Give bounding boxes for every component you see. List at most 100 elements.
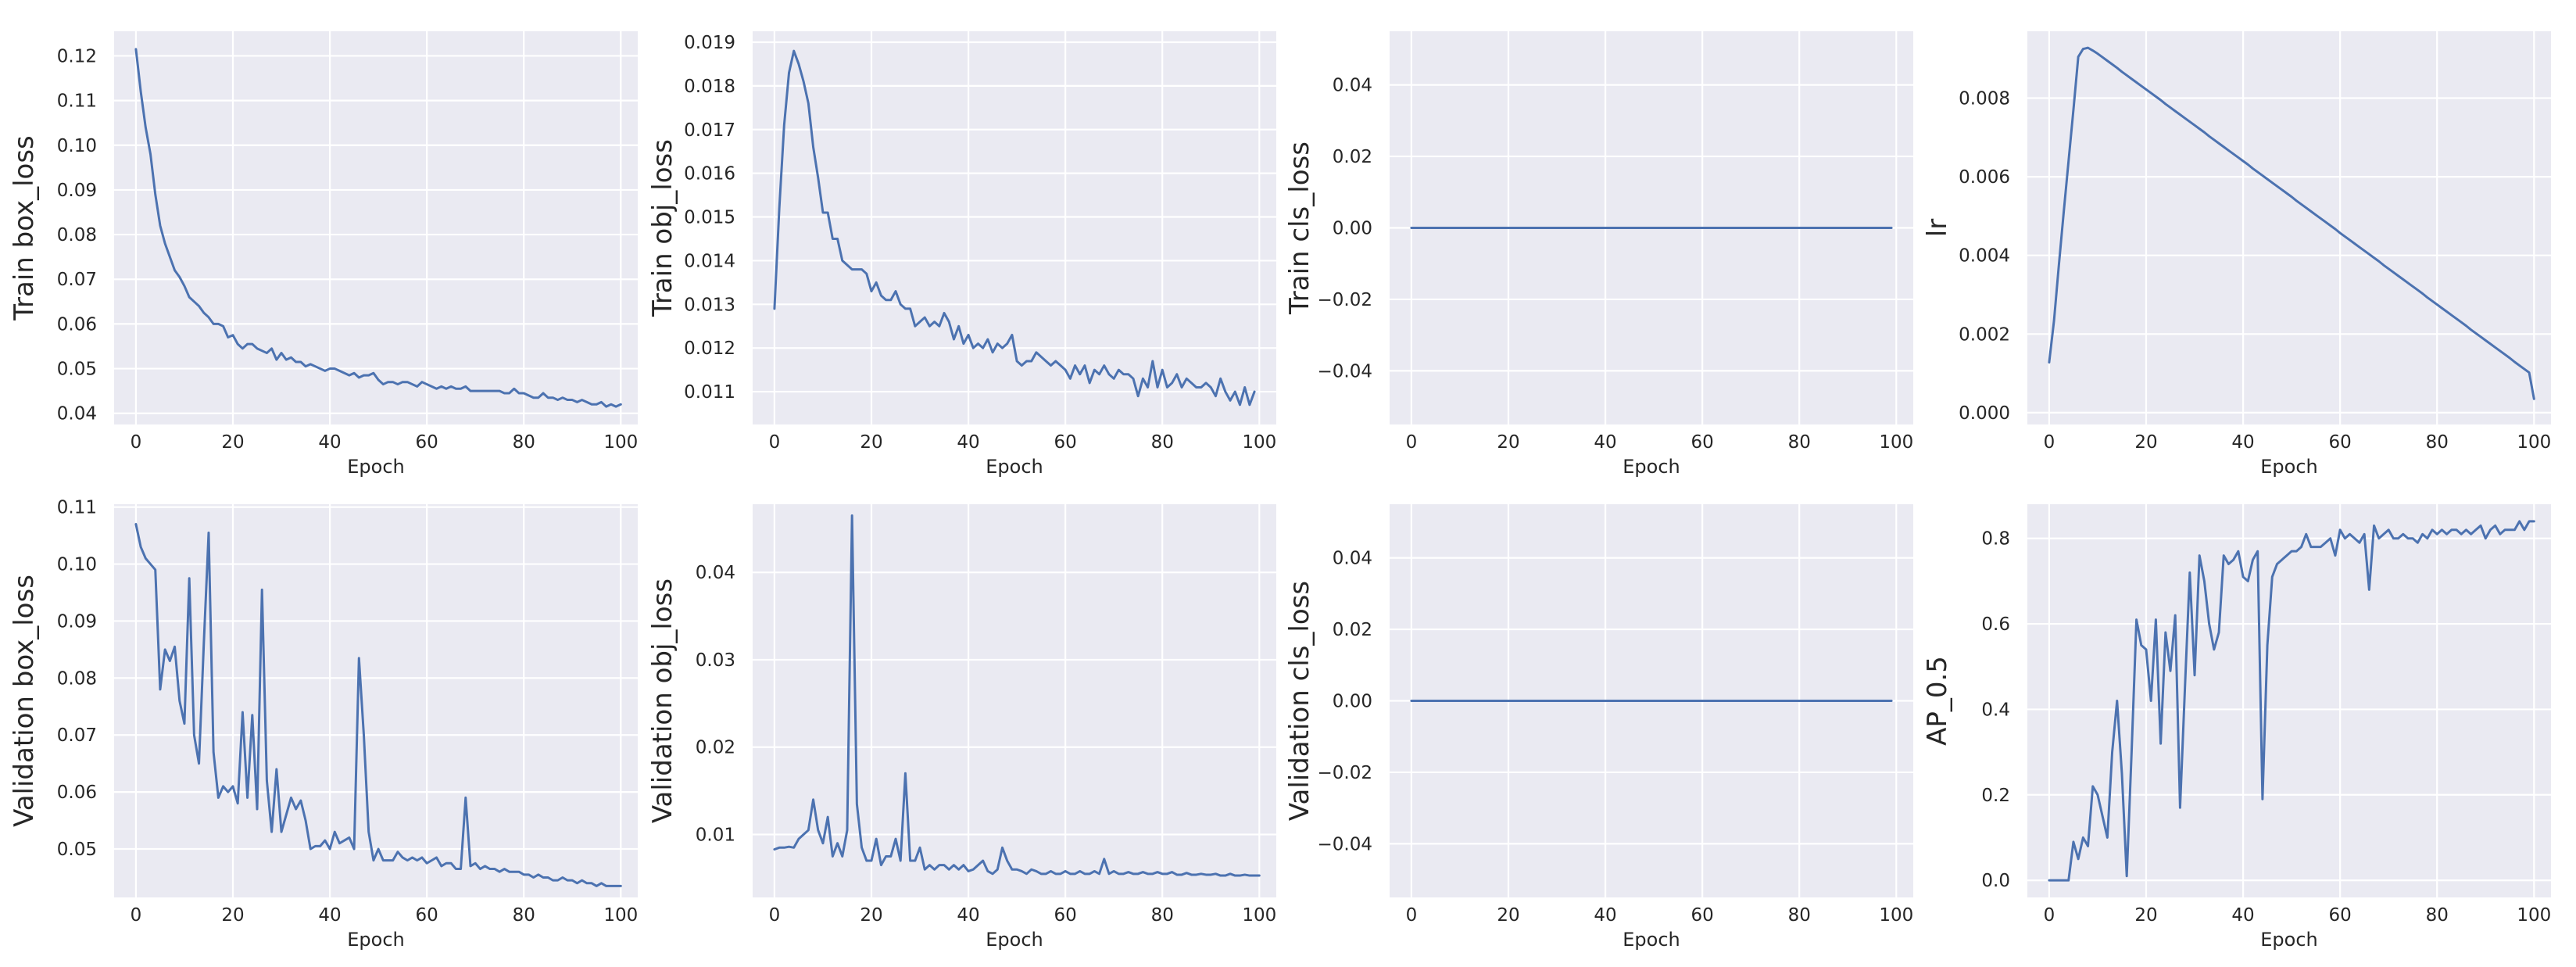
lr-chart-series-line: [2048, 46, 2535, 400]
lr-chart: 0 20 40 60 80 100 0.000 0.002 0.004 0.006 0.008 Epo…: [1922, 31, 2551, 478]
x-tick-label: 100: [1242, 432, 1276, 453]
y-tick-label: 0.01: [696, 826, 735, 846]
y-tick-label: 0.00: [1333, 692, 1372, 712]
train-box-loss-chart-series-line: [134, 48, 622, 408]
lr-chart-plot-area: [2027, 31, 2551, 424]
y-axis-label: Train obj_loss: [647, 139, 678, 317]
x-tick-label: 20: [221, 905, 244, 926]
x-tick-label: 40: [318, 432, 341, 453]
x-tick-label: 60: [1054, 905, 1076, 926]
x-tick-label: 0: [131, 432, 142, 453]
train-cls-loss-chart: 0 20 40 60 80 100 −0.04 −0.02 0.00 0.02 0.04 Epoch T…: [1284, 31, 1913, 478]
y-tick-label: 0.09: [57, 181, 97, 201]
y-tick-label: 0.06: [57, 783, 97, 803]
y-tick-label: 0.05: [57, 360, 97, 380]
train-obj-loss-chart-series-line: [773, 49, 1256, 406]
y-tick-label: 0.8: [1981, 529, 2010, 550]
ap-0-5-chart-plot-area: [2027, 504, 2551, 897]
x-tick-label: 80: [1788, 905, 1811, 926]
validation-box-loss-chart: 0 20 40 60 80 100 0.05 0.06 0.07 0.08 0.09 0.10 0.11…: [9, 498, 638, 951]
y-tick-label: −0.04: [1318, 361, 1372, 381]
y-tick-label: 0.4: [1981, 700, 2010, 720]
x-axis-label: Epoch: [986, 929, 1043, 951]
y-tick-label: 0.10: [57, 136, 97, 156]
y-axis-label: Train cls_loss: [1284, 141, 1315, 315]
x-tick-label: 100: [2517, 905, 2551, 926]
x-tick-label: 0: [769, 905, 781, 926]
y-axis-label: Train box_loss: [9, 135, 40, 321]
train-obj-loss-chart-plot-area: [753, 31, 1276, 424]
x-axis-label: Epoch: [1623, 456, 1680, 478]
y-tick-label: 0.02: [696, 738, 735, 758]
y-tick-label: 0.02: [1333, 147, 1372, 167]
y-tick-label: 0.02: [1333, 620, 1372, 640]
x-axis-label: Epoch: [347, 929, 405, 951]
y-tick-label: 0.000: [1959, 403, 2010, 424]
y-axis-label: Validation box_loss: [9, 575, 40, 827]
x-tick-label: 20: [860, 432, 882, 453]
x-tick-label: 0: [1406, 432, 1418, 453]
x-tick-label: 80: [513, 905, 535, 926]
y-tick-label: 0.09: [57, 611, 97, 632]
x-tick-label: 80: [1151, 905, 1174, 926]
train-box-loss-chart: 0 20 40 60 80 100 0.04 0.05 0.06 0.07 0.08 0.09 0.10…: [9, 31, 638, 478]
y-tick-label: 0.05: [57, 840, 97, 860]
x-axis-label: Epoch: [986, 456, 1043, 478]
x-tick-label: 20: [1497, 432, 1519, 453]
x-tick-label: 0: [1406, 905, 1418, 926]
y-tick-label: 0.004: [1959, 246, 2010, 267]
y-tick-label: 0.08: [57, 225, 97, 245]
x-tick-label: 60: [415, 432, 438, 453]
x-tick-label: 0: [769, 432, 781, 453]
validation-obj-loss-chart-series-line: [773, 514, 1261, 877]
y-tick-label: −0.04: [1318, 834, 1372, 854]
x-tick-label: 40: [957, 905, 979, 926]
validation-obj-loss-chart: 0 20 40 60 80 100 0.01 0.02 0.03 0.04 Epoch Validat…: [647, 504, 1276, 951]
ap-0-5-chart: 0 20 40 60 80 100 0.0 0.2 0.4 0.6 0.8 Epoch AP_0.5: [1922, 504, 2551, 951]
x-tick-label: 60: [1690, 432, 1713, 453]
x-tick-label: 40: [1594, 432, 1616, 453]
y-tick-label: 0.018: [684, 77, 735, 97]
x-tick-label: 60: [415, 905, 438, 926]
y-tick-label: 0.10: [57, 555, 97, 575]
train-obj-loss-chart: 0 20 40 60 80 100 0.011 0.012 0.013 0.014 0.015 0.0…: [647, 31, 1276, 478]
y-tick-label: 0.04: [1333, 549, 1372, 569]
y-tick-label: 0.06: [57, 314, 97, 335]
y-tick-label: 0.006: [1959, 167, 2010, 188]
y-tick-label: 0.008: [1959, 89, 2010, 109]
x-tick-label: 20: [2134, 905, 2157, 926]
y-tick-label: 0.11: [57, 498, 97, 518]
y-tick-label: 0.0: [1981, 871, 2010, 891]
train-box-loss-chart-plot-area: [114, 31, 638, 424]
y-tick-label: −0.02: [1318, 290, 1372, 310]
x-tick-label: 100: [1879, 905, 1913, 926]
y-tick-label: 0.016: [684, 164, 735, 184]
y-tick-label: 0.11: [57, 91, 97, 112]
x-tick-label: 80: [513, 432, 535, 453]
y-axis-label: Validation cls_loss: [1284, 581, 1315, 821]
y-tick-label: 0.014: [684, 251, 735, 271]
x-tick-label: 40: [1594, 905, 1616, 926]
x-axis-label: Epoch: [2260, 929, 2318, 951]
y-tick-label: 0.017: [684, 120, 735, 141]
x-tick-label: 60: [2328, 432, 2351, 453]
validation-box-loss-chart-series-line: [134, 523, 622, 887]
y-tick-label: 0.04: [57, 404, 97, 424]
ap-0-5-chart-series-line: [2048, 520, 2535, 882]
x-tick-label: 40: [957, 432, 979, 453]
y-tick-label: 0.6: [1981, 614, 2010, 635]
x-tick-label: 100: [603, 432, 638, 453]
y-tick-label: 0.2: [1981, 786, 2010, 806]
x-tick-label: 100: [603, 905, 638, 926]
x-tick-label: 40: [2231, 905, 2254, 926]
y-tick-label: −0.02: [1318, 763, 1372, 783]
x-axis-label: Epoch: [2260, 456, 2318, 478]
y-axis-label: Validation obj_loss: [647, 578, 678, 823]
x-tick-label: 100: [1879, 432, 1913, 453]
x-axis-label: Epoch: [1623, 929, 1680, 951]
x-tick-label: 80: [2426, 905, 2449, 926]
y-tick-label: 0.07: [57, 725, 97, 746]
x-tick-label: 20: [1497, 905, 1519, 926]
validation-obj-loss-chart-plot-area: [753, 504, 1276, 897]
